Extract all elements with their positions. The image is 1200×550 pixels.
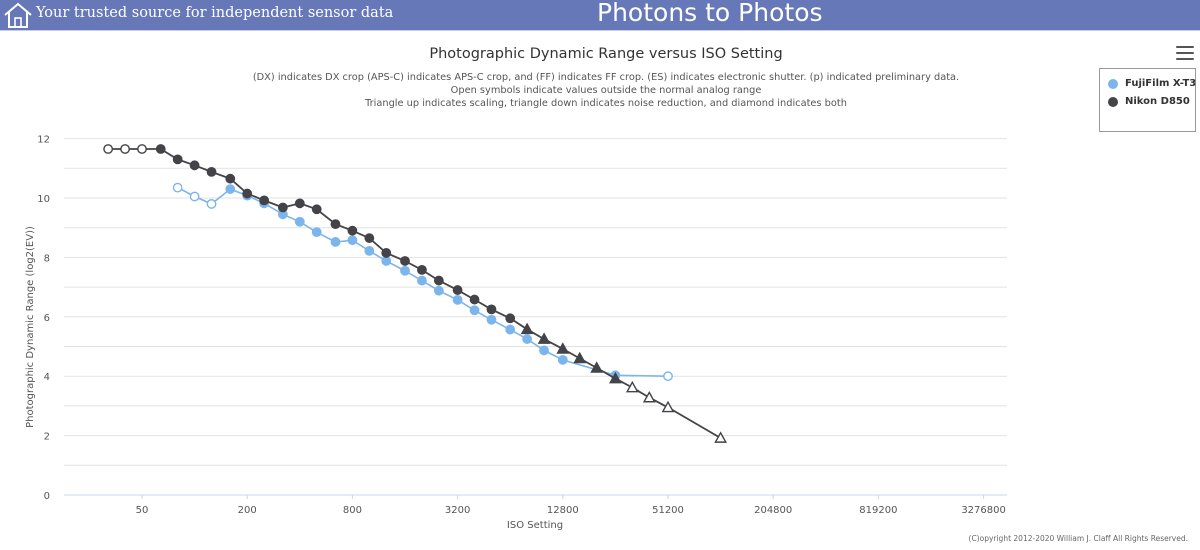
y-axis-label: Photographic Dynamic Range (log2(EV)) [25, 226, 36, 428]
data-point-fujifilm-x-t3 [522, 334, 533, 344]
chart-subtitle-line-2: Open symbols indicate values outside the… [451, 85, 762, 96]
data-point-nikon-d850 [364, 233, 375, 243]
data-point-nikon-d850 [103, 144, 114, 154]
data-point-fujifilm-x-t3 [347, 235, 358, 246]
chart-subtitle-line-3: Triangle up indicates scaling, triangle … [364, 98, 847, 109]
data-point-fujifilm-x-t3 [364, 245, 375, 256]
x-tick-label: 204800 [754, 505, 792, 516]
data-point-nikon-d850 [537, 332, 551, 344]
data-point-nikon-d850 [452, 285, 463, 295]
data-point-fujifilm-x-t3 [294, 216, 305, 227]
data-point-fujifilm-x-t3 [486, 314, 497, 325]
data-point-fujifilm-x-t3 [433, 285, 444, 296]
data-point-nikon-d850 [400, 256, 410, 266]
data-point-nikon-d850 [242, 188, 253, 199]
data-point-nikon-d850 [556, 342, 570, 354]
data-point-nikon-d850 [277, 202, 288, 213]
y-tick-label: 0 [44, 491, 50, 502]
x-tick-label: 200 [238, 505, 257, 516]
data-point-nikon-d850 [172, 154, 183, 165]
hamburger-menu-icon [1176, 46, 1194, 49]
data-point-fujifilm-x-t3 [381, 256, 392, 266]
y-tick-label: 8 [44, 253, 50, 264]
data-point-nikon-d850 [714, 431, 727, 443]
data-point-nikon-d850 [433, 275, 444, 286]
header-divider [0, 30, 1200, 31]
data-point-nikon-d850 [225, 173, 236, 184]
data-point-nikon-d850 [347, 225, 358, 236]
dynamic-range-chart: Photographic Dynamic Range versus ISO Se… [25, 46, 1007, 531]
data-point-nikon-d850 [137, 144, 147, 154]
x-tick-label: 819200 [859, 505, 897, 516]
x-axis-label: ISO Setting [507, 520, 563, 531]
data-point-fujifilm-x-t3 [172, 182, 183, 193]
data-point-nikon-d850 [417, 264, 427, 275]
data-point-nikon-d850 [155, 144, 166, 154]
data-point-fujifilm-x-t3 [469, 305, 480, 316]
data-point-nikon-d850 [573, 351, 587, 364]
data-point-fujifilm-x-t3 [539, 345, 549, 356]
data-point-fujifilm-x-t3 [206, 199, 217, 209]
data-point-fujifilm-x-t3 [189, 191, 200, 202]
data-point-nikon-d850 [189, 160, 200, 171]
data-point-nikon-d850 [625, 380, 639, 393]
data-point-fujifilm-x-t3 [663, 371, 673, 382]
grid-lines [64, 138, 1007, 466]
y-tick-label: 2 [44, 432, 50, 443]
x-tick-label: 800 [343, 505, 362, 516]
data-point-nikon-d850 [311, 204, 322, 215]
data-point-nikon-d850 [294, 198, 305, 209]
site-header: Your trusted source for independent sens… [0, 0, 1200, 30]
data-point-fujifilm-x-t3 [452, 294, 463, 305]
site-tagline: Your trusted source for independent sens… [36, 5, 394, 21]
data-point-nikon-d850 [661, 400, 675, 413]
x-tick-label: 50 [136, 505, 149, 516]
data-point-nikon-d850 [642, 390, 656, 403]
chart-title: Photographic Dynamic Range versus ISO Se… [429, 46, 782, 62]
axes: 0 2 4 6 8 10 12 50 200 800 3200 12800 51200 204800 819… [37, 135, 1007, 516]
data-point-fujifilm-x-t3 [417, 275, 427, 286]
x-tick-label: 3276800 [961, 505, 1006, 516]
copyright-notice: (C)opyright 2012-2020 William J. Claff A… [968, 534, 1188, 543]
data-point-nikon-d850 [609, 371, 622, 384]
data-point-fujifilm-x-t3 [330, 237, 341, 247]
data-point-fujifilm-x-t3 [225, 184, 236, 194]
data-point-nikon-d850 [206, 166, 217, 177]
chart-menu-button[interactable] [1176, 46, 1194, 62]
data-point-nikon-d850 [505, 313, 516, 324]
series-line-nikon-d850 [108, 148, 722, 439]
x-tick-label: 12800 [547, 505, 579, 516]
data-point-nikon-d850 [520, 322, 534, 335]
data-point-nikon-d850 [330, 219, 341, 230]
y-tick-label: 10 [37, 194, 50, 205]
chart-subtitle-line-1: (DX) indicates DX crop (APS-C) indicates… [253, 72, 959, 83]
x-tick-label: 3200 [445, 505, 470, 516]
data-point-nikon-d850 [381, 248, 392, 258]
data-point-nikon-d850 [120, 144, 130, 154]
site-title[interactable]: Photons to Photos [597, 0, 823, 27]
y-tick-label: 12 [37, 135, 50, 146]
plot-area [103, 144, 727, 443]
data-point-fujifilm-x-t3 [400, 265, 410, 276]
legend-label-fujifilm: FujiFilm X-T3 [1125, 78, 1197, 89]
chart-legend: FujiFilm X-T3 Nikon D850 [1099, 68, 1196, 132]
data-point-fujifilm-x-t3 [505, 324, 516, 335]
data-point-nikon-d850 [486, 304, 497, 315]
home-icon[interactable] [3, 1, 33, 29]
legend-marker-fujifilm [1108, 79, 1118, 89]
data-point-fujifilm-x-t3 [557, 354, 568, 365]
y-tick-label: 4 [44, 372, 50, 383]
data-point-fujifilm-x-t3 [311, 227, 322, 238]
data-point-nikon-d850 [259, 195, 270, 206]
y-tick-label: 6 [44, 313, 50, 324]
x-tick-label: 51200 [652, 505, 684, 516]
legend-marker-nikon [1108, 97, 1118, 107]
legend-label-nikon: Nikon D850 [1125, 96, 1190, 107]
data-point-nikon-d850 [469, 294, 480, 305]
data-point-nikon-d850 [590, 361, 604, 373]
